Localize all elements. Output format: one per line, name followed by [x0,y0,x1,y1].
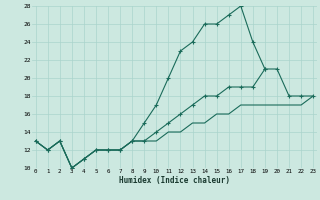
X-axis label: Humidex (Indice chaleur): Humidex (Indice chaleur) [119,176,230,185]
